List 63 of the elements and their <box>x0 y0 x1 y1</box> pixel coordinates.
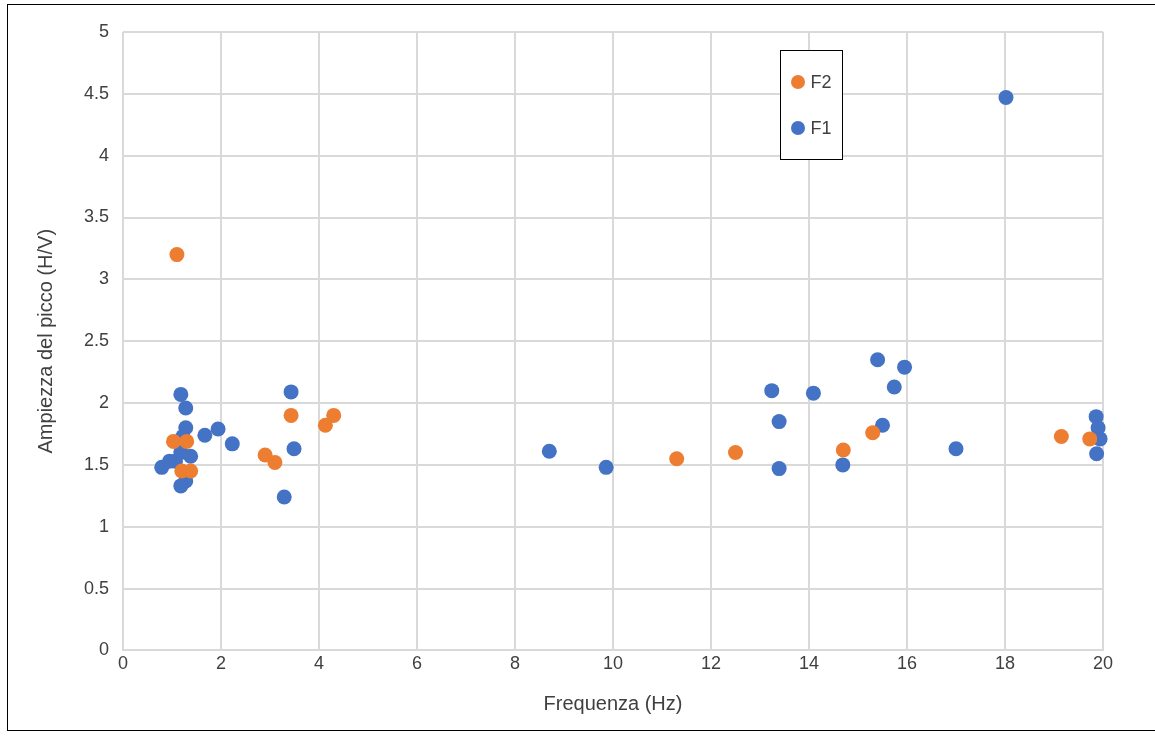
point <box>875 417 891 433</box>
legend-label: F2 <box>809 70 832 94</box>
y-tick-label: 4.5 <box>83 82 110 103</box>
point <box>179 433 195 449</box>
point <box>276 489 292 505</box>
x-tick-label: 14 <box>798 653 820 674</box>
point <box>173 478 189 494</box>
point <box>317 417 333 433</box>
point <box>835 442 851 458</box>
y-tick-label: 0 <box>99 639 110 660</box>
point <box>183 448 199 464</box>
point <box>210 421 226 437</box>
x-tick-label: 10 <box>603 653 624 674</box>
point <box>771 461 787 477</box>
x-tick-label: 0 <box>118 653 129 674</box>
point <box>835 457 851 473</box>
legend-label: F1 <box>809 116 832 140</box>
x-tick-label: 6 <box>412 653 423 674</box>
y-tick-label: 4 <box>99 144 110 165</box>
y-tick-label: 3.5 <box>83 206 110 227</box>
point <box>541 443 557 459</box>
y-tick-label: 2 <box>99 392 110 413</box>
y-tick-label: 0.5 <box>83 577 110 598</box>
point <box>165 433 181 449</box>
point <box>283 407 299 423</box>
point <box>805 385 821 401</box>
point <box>267 454 283 470</box>
y-tick-label: 5 <box>99 20 110 41</box>
y-tick-label: 1 <box>99 515 110 536</box>
point <box>286 441 302 457</box>
point <box>865 425 881 441</box>
point <box>1053 428 1069 444</box>
y-tick-label: 2.5 <box>83 330 110 351</box>
point <box>998 90 1014 106</box>
point <box>870 352 886 368</box>
y-axis-title: Ampiezza del picco (H/V) <box>33 228 56 454</box>
point <box>1082 431 1098 447</box>
x-axis-title: Frequenza (Hz) <box>543 691 683 714</box>
x-tick-label: 4 <box>314 653 325 674</box>
point <box>197 427 213 443</box>
point <box>326 407 342 423</box>
x-tick-label: 18 <box>994 653 1016 674</box>
point <box>283 384 299 400</box>
point <box>1089 446 1105 462</box>
point <box>897 359 913 375</box>
point <box>224 436 240 452</box>
point <box>948 441 964 457</box>
point <box>669 451 685 467</box>
x-tick-label: 20 <box>1092 653 1114 674</box>
y-tick-label: 3 <box>99 268 110 289</box>
point <box>173 386 189 402</box>
point <box>178 400 194 416</box>
x-tick-label: 8 <box>510 653 521 674</box>
point <box>598 459 614 475</box>
y-tick-label: 1.5 <box>83 453 110 474</box>
point <box>764 383 780 399</box>
x-tick-label: 16 <box>896 653 918 674</box>
x-tick-label: 12 <box>700 653 722 674</box>
point <box>169 247 185 263</box>
point <box>728 445 744 461</box>
x-tick-label: 2 <box>216 653 227 674</box>
point <box>886 379 902 395</box>
point <box>771 414 787 430</box>
